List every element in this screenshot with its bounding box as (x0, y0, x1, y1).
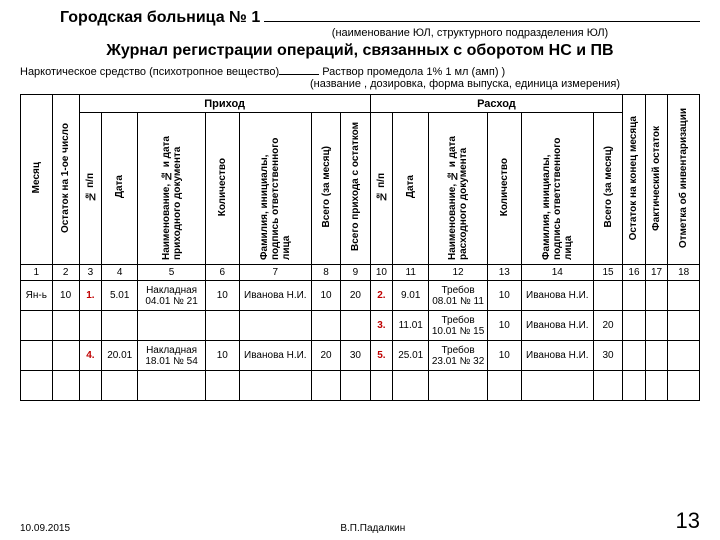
substance-line: Наркотическое средство (психотропное вещ… (20, 66, 700, 78)
col-income-total-balance: Всего прихода с остатком (350, 122, 361, 251)
col-balance-start: Остаток на 1-ое число (60, 123, 71, 233)
substance-value: Раствор промедола 1% 1 мл (амп) ) (322, 66, 505, 78)
col-month: Месяц (31, 162, 42, 193)
col-expense-qty: Количество (499, 158, 510, 216)
number-row: 12 34 56 78 910 1112 1314 1516 1718 (21, 265, 700, 281)
col-expense-date: Дата (405, 175, 416, 198)
col-income-num: № п/п (85, 173, 96, 202)
col-actual-balance: Фактический остаток (651, 126, 662, 231)
col-balance-end: Остаток на конец месяца (628, 116, 639, 240)
col-income-doc: Наименование, № и дата приходного докуме… (161, 114, 183, 260)
org-caption: (наименование ЮЛ, структурного подраздел… (240, 27, 700, 39)
col-income-date: Дата (114, 175, 125, 198)
col-expense-month-total: Всего (за месяц) (603, 146, 614, 227)
table-row (21, 371, 700, 401)
col-expense-num: № п/п (376, 173, 387, 202)
table-row: 3.11.01Требов 10.01 № 1510Иванова Н.И.20 (21, 311, 700, 341)
substance-label: Наркотическое средство (психотропное вещ… (20, 66, 279, 78)
page-number: 13 (676, 508, 700, 534)
col-expense-doc: Наименование, № и дата расходного докуме… (447, 114, 469, 260)
group-expense: Расход (370, 95, 623, 113)
col-income-month-total: Всего (за месяц) (321, 146, 332, 227)
journal-table: Месяц Остаток на 1-ое число Приход Расхо… (20, 94, 700, 401)
hospital-line: Городская больница № 1 (60, 8, 700, 27)
table-row: Ян-ь101.5.01Накладная 04.01 № 2110Иванов… (21, 281, 700, 311)
col-income-sign: Фамилия, инициалы, подпись ответственног… (259, 114, 292, 260)
hospital-name: Городская больница № 1 (60, 9, 260, 27)
header-row-cols: № п/п Дата Наименование, № и дата приход… (21, 113, 700, 265)
journal-title: Журнал регистрации операций, связанных с… (20, 42, 700, 60)
group-income: Приход (79, 95, 370, 113)
footer: 10.09.2015 В.П.Падалкин 13 (20, 508, 700, 534)
footer-author: В.П.Падалкин (70, 523, 675, 534)
table-row: 4.20.01Накладная 18.01 № 5410Иванова Н.И… (21, 341, 700, 371)
substance-caption: (название , дозировка, форма выпуска, ед… (310, 78, 700, 90)
col-inventory-note: Отметка об инвентаризации (678, 108, 689, 248)
header-row-groups: Месяц Остаток на 1-ое число Приход Расхо… (21, 95, 700, 113)
col-expense-sign: Фамилия, инициалы, подпись ответственног… (541, 114, 574, 260)
col-income-qty: Количество (217, 158, 228, 216)
blank-line (264, 8, 700, 22)
footer-date: 10.09.2015 (20, 523, 70, 534)
